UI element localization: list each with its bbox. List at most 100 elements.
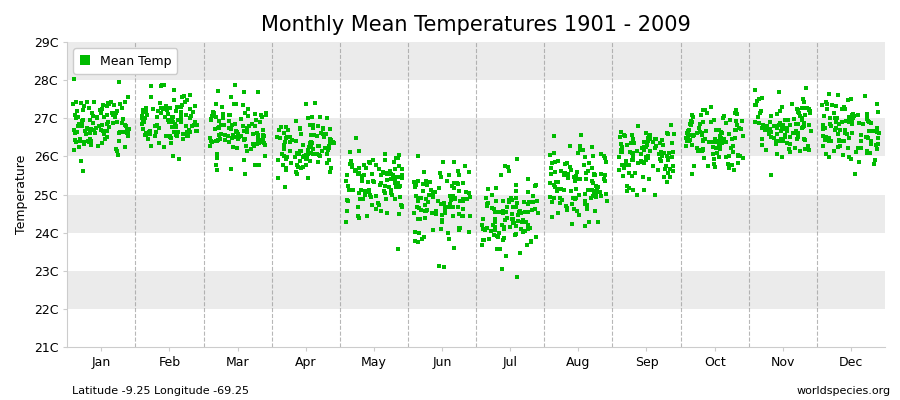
Point [665, 163, 680, 169]
Point [645, 139, 660, 145]
Point [351, 148, 365, 155]
Point [117, 129, 131, 136]
Point [305, 122, 320, 128]
Point [110, 148, 124, 154]
Point [417, 168, 431, 175]
Point [641, 153, 655, 159]
Point [504, 210, 518, 217]
Point [352, 214, 366, 221]
Point [442, 204, 456, 210]
Point [410, 198, 425, 204]
Point [83, 117, 97, 123]
Point [860, 134, 874, 140]
Point [256, 135, 271, 142]
Point [685, 112, 699, 118]
Point [544, 180, 558, 186]
Point [626, 151, 640, 157]
Point [640, 138, 654, 144]
Point [158, 133, 173, 140]
Point [254, 112, 268, 118]
Point [707, 161, 722, 168]
Point [790, 136, 805, 142]
Point [546, 195, 561, 201]
Point [392, 211, 407, 218]
Point [456, 180, 471, 186]
Point [726, 149, 741, 156]
Point [653, 158, 668, 164]
Point [819, 101, 833, 107]
Point [787, 116, 801, 122]
Point [827, 110, 842, 116]
Point [815, 102, 830, 109]
Point [221, 125, 236, 132]
Text: worldspecies.org: worldspecies.org [796, 386, 891, 396]
Point [772, 120, 787, 126]
Point [630, 148, 644, 154]
Point [720, 161, 734, 168]
Point [730, 122, 744, 128]
Point [643, 132, 657, 138]
Point [174, 114, 188, 120]
Point [354, 187, 368, 194]
Point [706, 116, 721, 123]
Point [824, 138, 838, 144]
Point [138, 132, 152, 138]
Point [550, 188, 564, 194]
Point [464, 194, 478, 200]
Point [238, 136, 252, 142]
Point [323, 138, 338, 145]
Point [273, 135, 287, 142]
Point [141, 129, 156, 136]
Point [340, 172, 355, 178]
Point [448, 195, 463, 202]
Point [832, 138, 846, 144]
Point [689, 130, 704, 136]
Point [121, 129, 135, 136]
Point [167, 121, 182, 128]
Point [221, 118, 236, 124]
Point [69, 139, 84, 146]
Point [204, 113, 219, 119]
Point [158, 102, 173, 109]
Point [503, 224, 517, 231]
Point [616, 144, 630, 150]
Point [800, 104, 814, 111]
Point [708, 127, 723, 133]
Point [804, 128, 818, 134]
Point [588, 208, 602, 214]
Point [391, 155, 405, 161]
Point [513, 210, 527, 216]
Point [841, 97, 855, 103]
Point [845, 115, 859, 122]
Point [836, 152, 850, 158]
Point [563, 167, 578, 173]
Point [342, 187, 356, 193]
Point [770, 140, 784, 147]
Point [356, 162, 371, 168]
Point [691, 125, 706, 131]
Point [582, 160, 597, 166]
Bar [68, 156, 885, 194]
Point [432, 184, 446, 191]
Point [783, 141, 797, 147]
Point [288, 154, 302, 161]
Point [289, 169, 303, 176]
Point [620, 182, 634, 189]
Point [546, 133, 561, 140]
Point [795, 125, 809, 132]
Point [453, 198, 467, 205]
Point [274, 151, 289, 158]
Point [229, 127, 243, 134]
Point [409, 193, 423, 199]
Point [278, 184, 293, 191]
Point [320, 115, 334, 121]
Point [625, 173, 639, 180]
Point [248, 123, 263, 130]
Point [719, 120, 733, 127]
Point [662, 174, 677, 180]
Point [163, 133, 177, 140]
Point [408, 184, 422, 190]
Point [241, 106, 256, 112]
Point [212, 136, 227, 142]
Point [433, 170, 447, 176]
